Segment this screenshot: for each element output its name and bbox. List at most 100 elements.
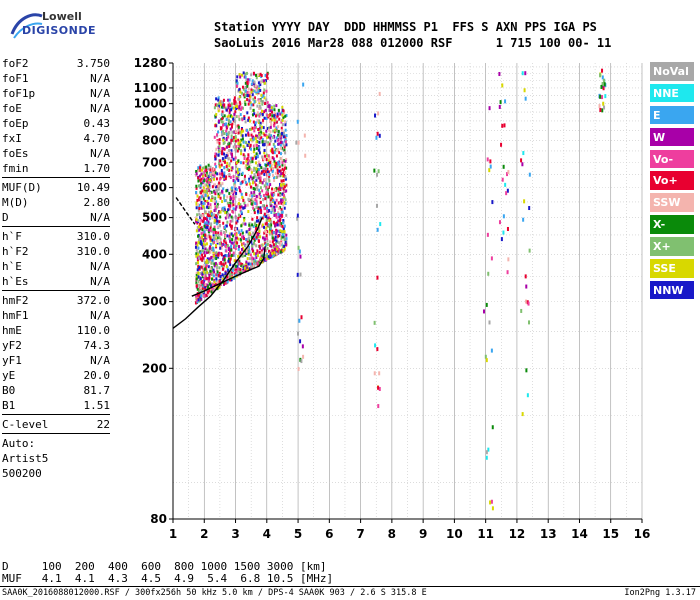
- echo-mark: [217, 187, 220, 191]
- echo-mark: [223, 199, 226, 203]
- echo-mark: [228, 206, 231, 210]
- echo-mark: [284, 137, 287, 141]
- echo-mark: [378, 133, 381, 138]
- echo-mark: [240, 138, 243, 142]
- echo-mark: [226, 167, 229, 171]
- echo-mark: [215, 273, 218, 277]
- echo-mark: [224, 261, 227, 265]
- echo-mark: [230, 149, 233, 153]
- echo-mark: [246, 111, 249, 115]
- echo-mark: [234, 195, 237, 199]
- echo-mark: [242, 153, 245, 157]
- echo-mark: [239, 113, 242, 117]
- echo-mark: [199, 284, 202, 288]
- echo-mark: [233, 276, 236, 280]
- echo-mark: [237, 247, 240, 251]
- echo-mark: [229, 276, 232, 280]
- echo-mark: [234, 207, 237, 211]
- echo-mark: [246, 203, 249, 207]
- echo-mark: [498, 71, 501, 76]
- echo-mark: [256, 145, 259, 149]
- echo-mark: [202, 219, 205, 223]
- logo-line1: Lowell: [42, 10, 82, 23]
- echo-mark: [233, 119, 236, 123]
- echo-mark: [258, 119, 261, 123]
- echo-mark: [281, 113, 284, 117]
- echo-mark: [235, 79, 238, 83]
- echo-mark: [218, 279, 221, 283]
- echo-mark: [218, 144, 221, 148]
- echo-mark: [196, 225, 199, 229]
- echo-mark: [264, 177, 267, 181]
- echo-mark: [213, 199, 216, 203]
- echo-mark: [271, 151, 274, 155]
- echo-mark: [221, 182, 224, 186]
- echo-mark: [226, 155, 229, 159]
- echo-mark: [252, 144, 255, 148]
- echo-mark: [282, 193, 285, 197]
- echo-mark: [269, 164, 272, 168]
- echo-mark: [226, 201, 229, 205]
- echo-mark: [207, 265, 210, 269]
- param-row: foF2 3.750: [2, 56, 110, 71]
- echo-mark: [244, 268, 247, 272]
- echo-mark: [220, 169, 223, 173]
- echo-mark: [299, 254, 302, 259]
- echo-mark: [238, 198, 241, 202]
- echo-mark: [247, 140, 250, 144]
- echo-mark: [230, 186, 233, 190]
- echo-mark: [528, 248, 531, 253]
- echo-mark: [217, 106, 220, 110]
- param-row: h`Es N/A: [2, 274, 110, 289]
- echo-mark: [209, 266, 212, 270]
- echo-mark: [221, 150, 224, 154]
- echo-mark: [210, 212, 213, 216]
- echo-mark: [241, 91, 244, 95]
- echo-mark: [277, 212, 280, 216]
- echo-mark: [247, 133, 250, 137]
- echo-mark: [212, 289, 215, 293]
- echo-mark: [226, 212, 229, 216]
- echo-mark: [215, 188, 218, 192]
- echo-mark: [487, 271, 490, 276]
- echo-mark: [304, 153, 307, 158]
- echo-mark: [247, 210, 250, 214]
- echo-mark: [219, 215, 222, 219]
- echo-mark: [195, 284, 198, 288]
- echo-mark: [234, 268, 237, 272]
- echo-mark: [225, 132, 228, 136]
- echo-mark: [214, 103, 217, 107]
- echo-mark: [218, 172, 221, 176]
- echo-mark: [270, 220, 273, 224]
- echo-mark: [264, 108, 267, 112]
- echo-mark: [200, 297, 203, 301]
- echo-mark: [202, 177, 205, 181]
- echo-mark: [243, 201, 246, 205]
- echo-mark: [489, 500, 492, 505]
- echo-mark: [227, 254, 230, 258]
- echo-mark: [246, 166, 249, 170]
- echo-mark: [234, 114, 237, 118]
- echo-mark: [237, 175, 240, 179]
- echo-mark: [285, 233, 288, 237]
- echo-mark: [505, 191, 508, 196]
- echo-mark: [257, 135, 260, 139]
- echo-mark: [282, 182, 285, 186]
- echo-mark: [258, 128, 261, 132]
- echo-mark: [198, 212, 201, 216]
- echo-mark: [253, 100, 256, 104]
- echo-mark: [278, 223, 281, 227]
- echo-mark: [261, 223, 264, 227]
- echo-mark: [215, 251, 218, 255]
- echo-mark: [199, 277, 202, 281]
- echo-mark: [501, 123, 504, 128]
- echo-mark: [282, 115, 285, 119]
- legend-item: SSE: [650, 259, 694, 278]
- echo-mark: [283, 244, 286, 248]
- echo-mark: [373, 371, 376, 376]
- param-value: N/A: [90, 211, 110, 224]
- echo-mark: [221, 110, 224, 114]
- x-tick-label: 13: [540, 527, 557, 541]
- echo-mark: [258, 195, 261, 199]
- echo-mark: [259, 123, 262, 127]
